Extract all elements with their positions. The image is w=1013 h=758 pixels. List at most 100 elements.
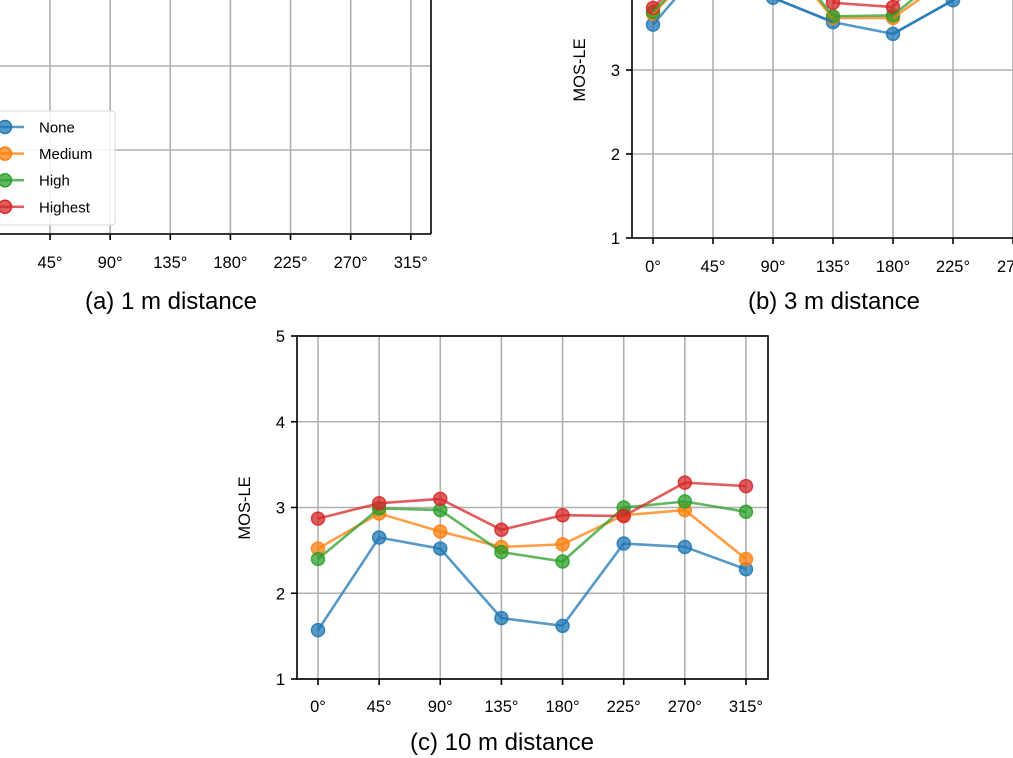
panel-b-y-axis-label: MOS-LE <box>571 38 589 101</box>
legend-marker <box>0 172 13 188</box>
x-tick-label: 45° <box>701 258 726 276</box>
data-point <box>616 508 631 524</box>
series-line <box>832 1 894 9</box>
series-line-highest <box>652 0 663 9</box>
series-line <box>317 481 747 532</box>
series-line-highest <box>892 0 901 8</box>
series-line-medium <box>892 0 921 19</box>
data-point <box>616 536 631 551</box>
x-tick-label: 45° <box>367 698 392 716</box>
x-tick-label: 90° <box>98 254 123 272</box>
y-tick-label: 1 <box>611 230 620 248</box>
x-tick-label: 90° <box>428 698 453 716</box>
data-point <box>310 551 326 567</box>
x-tick-label: 0° <box>645 258 661 276</box>
panel-c-grid <box>297 335 768 680</box>
panel-c-series <box>310 475 754 638</box>
series-line-high <box>818 0 835 18</box>
data-point <box>310 622 326 638</box>
x-tick-label: 180° <box>545 698 579 716</box>
series-line <box>316 536 747 631</box>
panel-c-y-axis-label: MOS-LE <box>236 476 254 539</box>
x-tick-label: 135° <box>484 698 518 716</box>
x-tick-label: 45° <box>38 254 63 272</box>
x-tick-label: 225° <box>936 258 970 276</box>
data-point <box>494 610 509 626</box>
data-point <box>738 504 754 520</box>
legend: None Medium High Highest <box>0 110 116 226</box>
y-tick-label: 3 <box>276 500 285 518</box>
x-tick-label: 90° <box>761 258 786 276</box>
x-tick-label: 135° <box>816 258 850 276</box>
series-line <box>317 500 747 563</box>
legend-marker <box>0 146 13 161</box>
x-tick-label: 180° <box>213 254 247 272</box>
data-point <box>433 491 448 507</box>
y-tick-label: 5 <box>276 328 285 346</box>
x-tick-label: 270° <box>668 698 702 716</box>
series-none <box>645 0 961 42</box>
x-tick-label: 135° <box>153 254 187 272</box>
legend-label: High <box>39 173 70 190</box>
x-tick-label: 225° <box>607 698 641 716</box>
series-line-high <box>652 0 667 13</box>
y-tick-label: 2 <box>611 146 620 164</box>
panel-b-3m: 0° 45° 90° 135° 180° 225° 27 1 2 3 MOS-LE (b) 3 m… <box>571 0 1013 315</box>
data-point <box>677 539 693 555</box>
panel-c-axes: 0° 45° 90° 135° 180° 225° 270° 315° 1 2 3 4 5 <box>276 328 769 716</box>
panel-a-1m: 45° 90° 135° 180° 225° 270° 315° None Medium Hig… <box>0 0 432 315</box>
y-tick-label: 4 <box>276 414 285 432</box>
legend-item-medium: Medium <box>0 146 92 163</box>
x-tick-label: 315° <box>729 698 763 716</box>
data-point <box>555 537 570 552</box>
legend-label: Medium <box>39 146 92 163</box>
data-point <box>555 618 570 634</box>
panel-a-grid <box>0 0 431 235</box>
data-point <box>371 530 387 545</box>
data-point <box>433 524 448 539</box>
x-tick-label: 27 <box>997 258 1013 276</box>
legend-label: None <box>39 120 75 137</box>
data-point <box>825 0 841 11</box>
panel-b-caption: (b) 3 m distance <box>748 288 920 315</box>
series-line-highest <box>831 0 837 4</box>
series-none <box>310 530 754 638</box>
series-line-none <box>652 0 676 26</box>
x-tick-label: 0° <box>310 698 326 716</box>
y-tick-label: 1 <box>276 671 285 689</box>
data-point <box>677 475 693 490</box>
data-point <box>738 478 754 494</box>
data-point <box>555 507 570 523</box>
series-line-none <box>892 0 954 36</box>
legend-box <box>0 110 116 226</box>
panel-b-axes: 0° 45° 90° 135° 180° 225° 27 1 2 3 <box>611 0 1013 276</box>
y-tick-label: 2 <box>276 585 285 603</box>
series-line <box>317 508 747 560</box>
data-point <box>310 511 326 526</box>
series-line-none <box>775 0 834 24</box>
x-tick-label: 315° <box>394 254 428 272</box>
legend-marker <box>0 199 13 215</box>
panel-a-caption: (a) 1 m distance <box>85 288 257 315</box>
series-line-high <box>892 0 914 17</box>
legend-item-highest: Highest <box>0 199 91 216</box>
data-point <box>371 495 387 511</box>
panel-b-grid <box>632 0 1013 239</box>
data-point <box>494 522 509 538</box>
y-tick-label: 3 <box>611 62 620 80</box>
data-point <box>433 541 448 556</box>
data-point <box>555 554 570 569</box>
x-tick-label: 270° <box>334 254 368 272</box>
legend-item-high: High <box>0 173 70 190</box>
data-point <box>494 544 509 560</box>
panel-a-axes: 45° 90° 135° 180° 225° 270° 315° <box>0 0 432 272</box>
data-point <box>766 0 780 6</box>
series-line <box>832 14 894 18</box>
panel-b-series <box>645 0 961 42</box>
series-highest <box>310 475 754 538</box>
data-point <box>677 494 693 509</box>
legend-label: Highest <box>39 199 91 216</box>
x-tick-label: 225° <box>273 254 307 272</box>
x-tick-label: 180° <box>876 258 910 276</box>
